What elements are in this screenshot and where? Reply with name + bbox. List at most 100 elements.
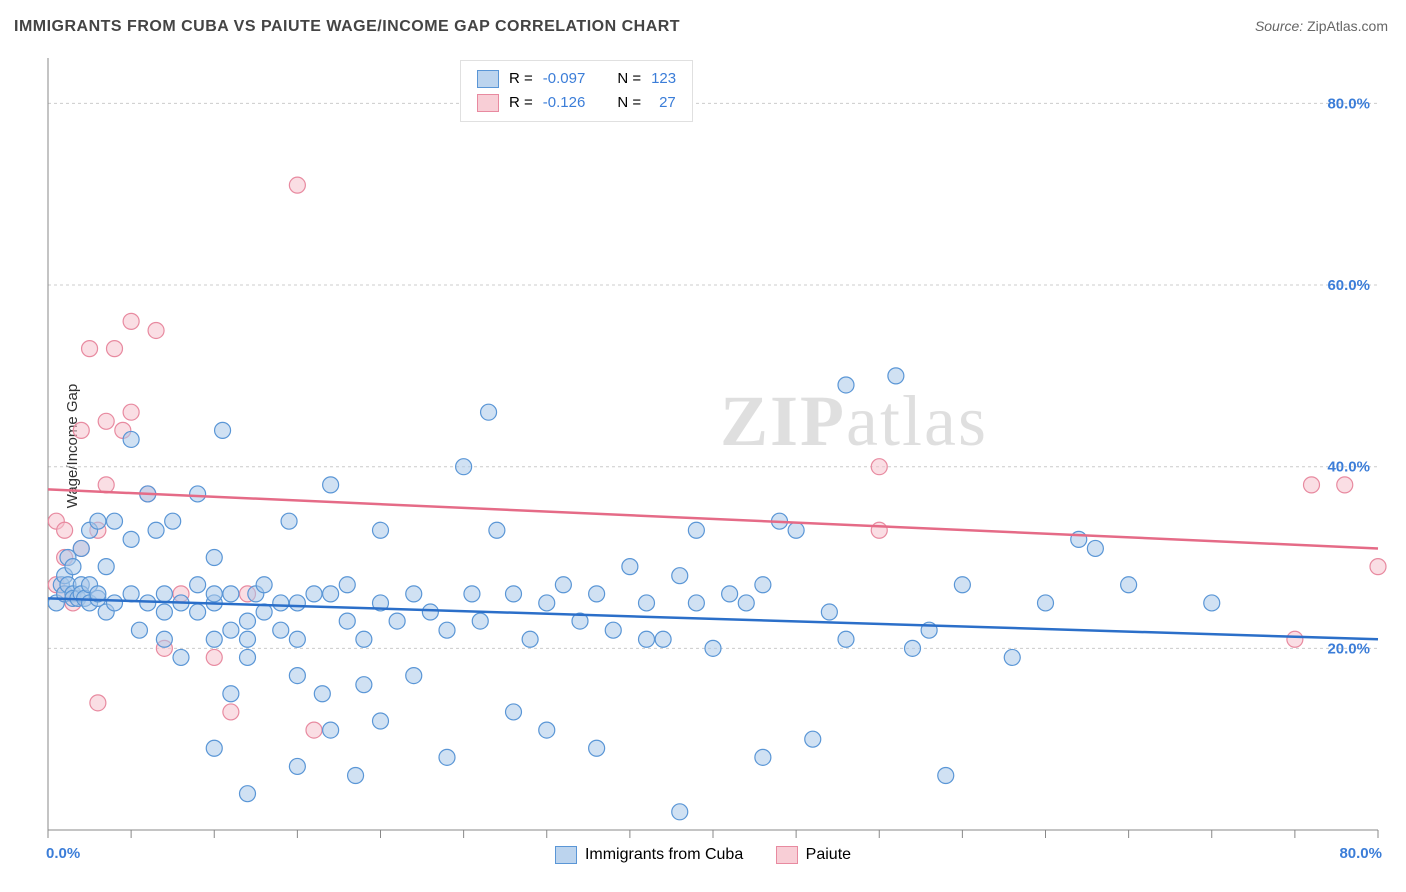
data-point bbox=[206, 586, 222, 602]
legend-swatch-cuba bbox=[555, 846, 577, 864]
watermark-atlas: atlas bbox=[846, 381, 988, 461]
data-point bbox=[107, 595, 123, 611]
data-point bbox=[406, 668, 422, 684]
data-point bbox=[672, 804, 688, 820]
data-point bbox=[190, 486, 206, 502]
data-point bbox=[90, 513, 106, 529]
data-point bbox=[123, 404, 139, 420]
data-point bbox=[688, 595, 704, 611]
data-point bbox=[1304, 477, 1320, 493]
data-point bbox=[422, 604, 438, 620]
data-point bbox=[506, 586, 522, 602]
watermark-zip: ZIP bbox=[720, 381, 846, 461]
data-point bbox=[273, 595, 289, 611]
y-tick-label: 60.0% bbox=[1327, 277, 1370, 294]
data-point bbox=[107, 341, 123, 357]
stat-label-n: N = bbox=[617, 91, 641, 115]
data-point bbox=[57, 522, 73, 538]
data-point bbox=[215, 422, 231, 438]
data-point bbox=[406, 586, 422, 602]
legend-item-paiute: Paiute bbox=[776, 846, 851, 864]
data-point bbox=[240, 613, 256, 629]
data-point bbox=[98, 559, 114, 575]
data-point bbox=[439, 622, 455, 638]
data-point bbox=[98, 413, 114, 429]
data-point bbox=[672, 568, 688, 584]
data-point bbox=[82, 341, 98, 357]
data-point bbox=[622, 559, 638, 575]
data-point bbox=[323, 586, 339, 602]
data-point bbox=[107, 513, 123, 529]
data-point bbox=[223, 622, 239, 638]
data-point bbox=[123, 313, 139, 329]
data-point bbox=[738, 595, 754, 611]
data-point bbox=[688, 522, 704, 538]
data-point bbox=[289, 631, 305, 647]
data-point bbox=[1087, 540, 1103, 556]
y-tick-label: 80.0% bbox=[1327, 95, 1370, 112]
legend-swatch-paiute bbox=[776, 846, 798, 864]
data-point bbox=[655, 631, 671, 647]
data-point bbox=[339, 577, 355, 593]
data-point bbox=[639, 631, 655, 647]
data-point bbox=[90, 695, 106, 711]
data-point bbox=[705, 640, 721, 656]
data-point bbox=[289, 668, 305, 684]
data-point bbox=[1370, 559, 1386, 575]
data-point bbox=[223, 686, 239, 702]
data-point bbox=[1121, 577, 1137, 593]
stat-value-r-paiute: -0.126 bbox=[543, 91, 586, 115]
data-point bbox=[65, 559, 81, 575]
data-point bbox=[522, 631, 538, 647]
data-point bbox=[240, 649, 256, 665]
legend-item-cuba: Immigrants from Cuba bbox=[555, 846, 743, 864]
data-point bbox=[206, 649, 222, 665]
data-point bbox=[148, 522, 164, 538]
y-tick-label: 40.0% bbox=[1327, 459, 1370, 476]
stats-legend: R = -0.097 N = 123 R = -0.126 N = 27 bbox=[460, 60, 693, 122]
data-point bbox=[223, 704, 239, 720]
data-point bbox=[838, 631, 854, 647]
data-point bbox=[323, 722, 339, 738]
watermark: ZIPatlas bbox=[720, 380, 988, 463]
data-point bbox=[356, 631, 372, 647]
stat-label-r: R = bbox=[509, 67, 533, 91]
data-point bbox=[871, 522, 887, 538]
stats-legend-row: R = -0.097 N = 123 bbox=[477, 67, 676, 91]
data-point bbox=[589, 586, 605, 602]
data-point bbox=[755, 577, 771, 593]
data-point bbox=[481, 404, 497, 420]
data-point bbox=[589, 740, 605, 756]
data-point bbox=[223, 586, 239, 602]
data-point bbox=[323, 477, 339, 493]
data-point bbox=[140, 595, 156, 611]
legend-label-cuba: Immigrants from Cuba bbox=[585, 846, 743, 864]
data-point bbox=[954, 577, 970, 593]
data-point bbox=[755, 749, 771, 765]
data-point bbox=[339, 613, 355, 629]
data-point bbox=[165, 513, 181, 529]
data-point bbox=[123, 431, 139, 447]
stat-value-r-cuba: -0.097 bbox=[543, 67, 586, 91]
data-point bbox=[156, 586, 172, 602]
data-point bbox=[506, 704, 522, 720]
data-point bbox=[306, 722, 322, 738]
stat-label-n: N = bbox=[617, 67, 641, 91]
data-point bbox=[464, 586, 480, 602]
data-point bbox=[206, 550, 222, 566]
data-point bbox=[373, 522, 389, 538]
data-point bbox=[905, 640, 921, 656]
data-point bbox=[555, 577, 571, 593]
data-point bbox=[289, 595, 305, 611]
data-point bbox=[148, 322, 164, 338]
data-point bbox=[306, 586, 322, 602]
data-point bbox=[1337, 477, 1353, 493]
data-point bbox=[356, 677, 372, 693]
data-point bbox=[123, 531, 139, 547]
data-point bbox=[240, 631, 256, 647]
data-point bbox=[190, 577, 206, 593]
legend-swatch-paiute bbox=[477, 94, 499, 112]
stat-label-r: R = bbox=[509, 91, 533, 115]
legend-swatch-cuba bbox=[477, 70, 499, 88]
data-point bbox=[805, 731, 821, 747]
